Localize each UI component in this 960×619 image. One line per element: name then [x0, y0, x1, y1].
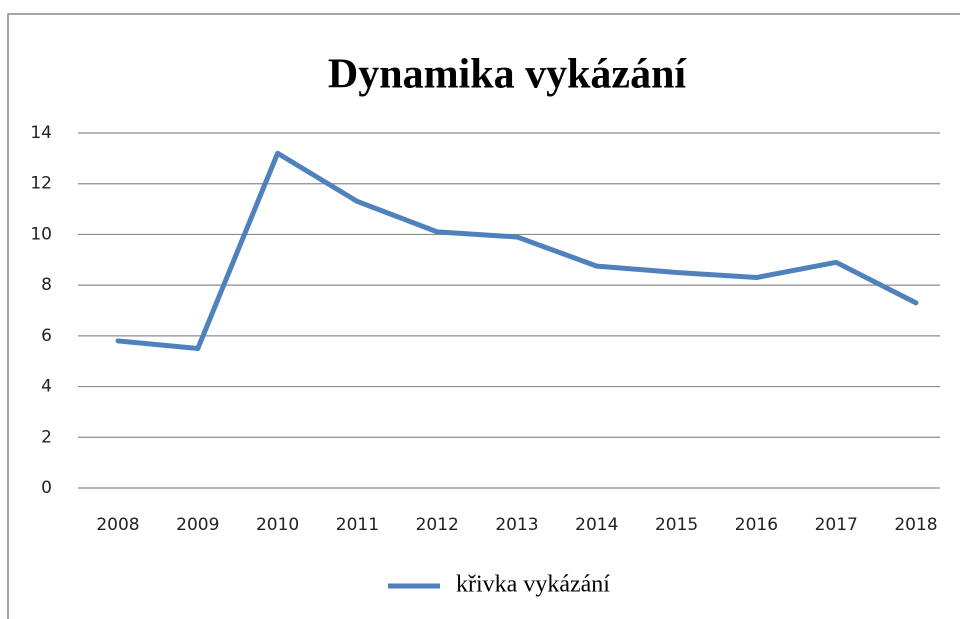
y-tick-label: 8 [41, 275, 52, 295]
y-tick-label: 0 [41, 478, 52, 498]
y-tick-label: 10 [30, 224, 52, 244]
x-tick-label: 2018 [894, 515, 937, 535]
legend-label: křivka vykázání [456, 572, 610, 598]
x-tick-label: 2013 [495, 515, 538, 535]
x-tick-label: 2011 [336, 515, 379, 535]
y-tick-label: 14 [30, 123, 52, 143]
y-tick-label: 4 [41, 377, 52, 397]
chart-title: Dynamika vykázání [328, 52, 688, 98]
y-tick-label: 12 [30, 174, 52, 194]
x-tick-label: 2010 [256, 515, 299, 535]
x-tick-label: 2017 [815, 515, 858, 535]
x-tick-label: 2014 [575, 515, 618, 535]
y-tick-label: 6 [41, 326, 52, 346]
chart-frame [7, 13, 960, 619]
y-tick-label: 2 [41, 427, 52, 447]
x-tick-label: 2012 [416, 515, 459, 535]
x-tick-label: 2008 [96, 515, 139, 535]
x-tick-label: 2009 [176, 515, 219, 535]
x-tick-label: 2015 [655, 515, 698, 535]
data-line [115, 150, 919, 352]
x-tick-label: 2016 [735, 515, 778, 535]
